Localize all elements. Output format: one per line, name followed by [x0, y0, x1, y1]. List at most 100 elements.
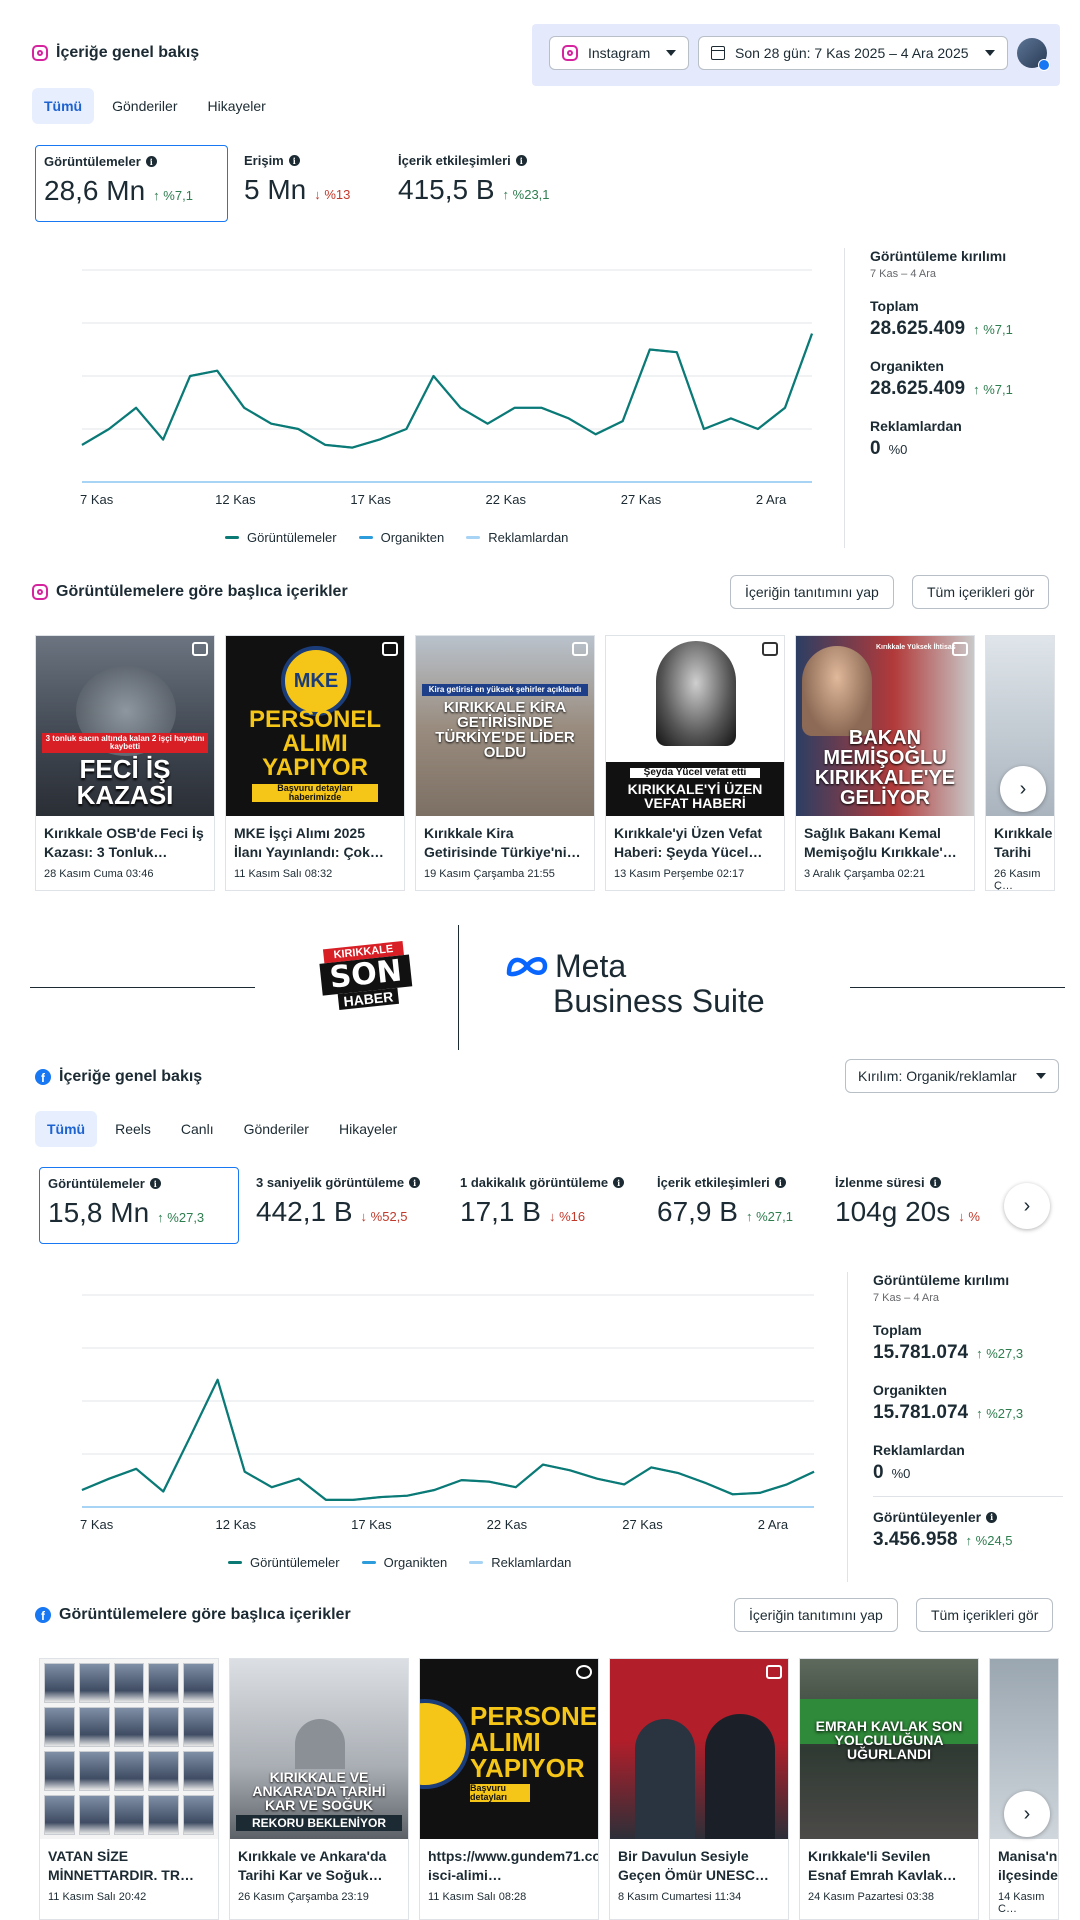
fb-top-content-title: f Görüntülemelere göre başlıca içerikler [35, 1606, 351, 1624]
metric-change: ↑ %27,3 [157, 1210, 205, 1225]
image-icon [572, 642, 588, 656]
content-card[interactable]: VATAN SİZE MİNNETTARDIR. TR… 11 Kasım Sa… [39, 1658, 219, 1920]
portrait-tile [44, 1751, 75, 1791]
tab-reels[interactable]: Reels [115, 1121, 151, 1137]
ig-metric-views[interactable]: Görüntülemeler i 28,6 Mn ↑ %7,1 [35, 145, 228, 222]
tab-all[interactable]: Tümü [35, 1111, 98, 1147]
content-card[interactable]: KIRIKKALE VE ANKARA'DA TARİHİ KAR VE SOĞ… [229, 1658, 409, 1920]
content-card[interactable]: Bir Davulun Sesiyle Geçen Ömür UNESC… 8 … [609, 1658, 789, 1920]
breakdown-change: ↑ %27,3 [976, 1346, 1024, 1361]
carousel-icon [762, 642, 778, 656]
legend-item-organic[interactable]: Organikten [358, 530, 444, 545]
promote-content-button[interactable]: İçeriğin tanıtımını yap [734, 1598, 898, 1632]
x-tick-label: 12 Kas [216, 1517, 257, 1532]
meta-word: Meta [555, 948, 627, 984]
tab-posts[interactable]: Gönderiler [112, 98, 178, 114]
info-icon: i [145, 156, 157, 167]
fb-breakdown-panel: Görüntüleme kırılımı 7 Kas – 4 Ara Topla… [873, 1272, 1063, 1551]
breakdown-dropdown[interactable]: Kırılım: Organik/reklamlar [845, 1059, 1059, 1093]
carousel-next-button[interactable]: › [1000, 766, 1046, 812]
card-date: 28 Kasım Cuma 03:46 [44, 868, 154, 880]
ig-metric-interactions[interactable]: İçerik etkileşimleri i 415,5 B ↑ %23,1 [398, 153, 550, 206]
content-card[interactable]: Şeyda Yücel vefat etti KIRIKKALE'Yİ ÜZEN … [605, 635, 785, 891]
fb-metric-1m-views[interactable]: 1 dakikalık görüntüleme i 17,1 B ↓ %16 [460, 1175, 625, 1228]
ig-section-title: İçeriğe genel bakış [32, 44, 199, 62]
legend-item-views[interactable]: Görüntülemeler [225, 530, 337, 545]
card-date: 11 Kasım Salı 08:28 [428, 1891, 527, 1903]
content-card[interactable]: MKE PERSONEL ALIMI YAPIYOR Başvuru detayl… [225, 635, 405, 891]
tab-live[interactable]: Canlı [180, 1121, 214, 1137]
promote-content-button[interactable]: İçeriğin tanıtımını yap [730, 575, 894, 609]
content-card[interactable]: Kira getirisi en yüksek şehirler açıklan… [415, 635, 595, 891]
x-tick-label: 12 Kas [215, 492, 256, 507]
tab-posts[interactable]: Gönderiler [243, 1121, 309, 1137]
card-title: Manisa'n… ilçesinde… [998, 1848, 1058, 1883]
portrait-tile [148, 1795, 180, 1835]
portrait-tile [183, 1751, 214, 1791]
avatar[interactable] [1017, 38, 1050, 71]
x-tick-label: 17 Kas [350, 492, 391, 507]
metric-label: 3 saniyelik görüntüleme [256, 1175, 405, 1190]
image-icon [952, 642, 968, 656]
tab-stories[interactable]: Hikayeler [338, 1121, 398, 1137]
legend-item-organic[interactable]: Organikten [361, 1555, 447, 1570]
card-thumbnail [40, 1659, 218, 1839]
ig-metric-reach[interactable]: Erişim i 5 Mn ↓ %13 [244, 153, 350, 206]
x-tick-label: 7 Kas [80, 1517, 114, 1532]
fb-metric-views[interactable]: Görüntülemeler i 15,8 Mn ↑ %27,3 [39, 1167, 239, 1244]
metric-value: 67,9 B [657, 1196, 738, 1227]
platform-dropdown[interactable]: Instagram [549, 36, 689, 70]
see-all-content-button[interactable]: Tüm içerikleri gör [916, 1598, 1054, 1632]
legend-item-ads[interactable]: Reklamlardan [469, 1555, 571, 1570]
facebook-icon: f [35, 1607, 51, 1623]
image-icon [382, 642, 398, 656]
card-thumbnail: Şeyda Yücel vefat etti KIRIKKALE'Yİ ÜZEN … [606, 636, 784, 816]
metric-change: ↑ %23,1 [502, 187, 550, 202]
carousel-icon [192, 642, 208, 656]
breakdown-value: 0 [870, 438, 881, 459]
content-card[interactable]: Manisa'n… ilçesinde… 14 Kasım C… [989, 1658, 1059, 1920]
meta-infinity-icon [506, 957, 548, 977]
info-icon: i [515, 155, 527, 166]
card-date: 14 Kasım C… [998, 1891, 1045, 1915]
see-all-content-button[interactable]: Tüm içerikleri gör [912, 575, 1050, 609]
reel-icon [766, 1665, 782, 1679]
content-card[interactable]: 3 tonluk sacın altında kalan 2 işçi haya… [35, 635, 215, 891]
breakdown-heading: Görüntüleme kırılımı [870, 248, 1007, 264]
info-icon: i [774, 1177, 786, 1188]
fb-metric-3s-views[interactable]: 3 saniyelik görüntüleme i 442,1 B ↓ %52,5 [256, 1175, 421, 1228]
card-date: 19 Kasım Çarşamba 21:55 [424, 868, 555, 880]
tab-all[interactable]: Tümü [32, 88, 95, 124]
content-card[interactable]: EMRAH KAVLAK SON YOLCULUĞUNA UĞURLANDI K… [799, 1658, 979, 1920]
mke-logo: MKE [281, 646, 351, 716]
portrait-tile [78, 1663, 110, 1703]
content-card[interactable]: Kırıkkale Yüksek İhtisas BAKAN MEMİŞOĞLU… [795, 635, 975, 891]
breakdown-label: Toplam [873, 1322, 922, 1338]
card-thumbnail: KIRIKKALE VE ANKARA'DA TARİHİ KAR VE SOĞ… [230, 1659, 408, 1839]
breakdown-value: 0 [873, 1462, 884, 1483]
chevron-down-icon [666, 50, 676, 56]
portrait-tile [113, 1707, 145, 1747]
carousel-next-button[interactable]: › [1004, 1791, 1050, 1837]
card-thumbnail: Kırıkkale Yüksek İhtisas BAKAN MEMİŞOĞLU… [796, 636, 974, 816]
content-card[interactable]: Kırıkkale Tarihi Ka… 26 Kasım Ç… [985, 635, 1055, 891]
x-tick-label: 22 Kas [487, 1517, 528, 1532]
breakdown-value: 28.625.409 [870, 318, 966, 339]
business-suite-word: Business Suite [553, 983, 765, 1019]
date-range-dropdown[interactable]: Son 28 gün: 7 Kas 2025 – 4 Ara 2025 [698, 36, 1008, 70]
fb-metric-interactions[interactable]: İçerik etkileşimleri i 67,9 B ↑ %27,1 [657, 1175, 793, 1228]
breakdown-label: Organikten [870, 358, 944, 374]
breakdown-label: Görüntüleyenler [873, 1509, 982, 1525]
legend-item-views[interactable]: Görüntülemeler [228, 1555, 340, 1570]
ig-breakdown-panel: Görüntüleme kırılımı 7 Kas – 4 Ara Topla… [870, 248, 1060, 460]
breakdown-change: ↑ %7,1 [973, 322, 1013, 337]
metrics-next-button[interactable]: › [1004, 1183, 1050, 1229]
portrait-tile [113, 1751, 145, 1791]
card-date: 11 Kasım Salı 08:32 [234, 868, 333, 880]
metric-value: 15,8 Mn [48, 1197, 150, 1228]
legend-item-ads[interactable]: Reklamlardan [466, 530, 568, 545]
fb-metric-watch-time[interactable]: İzlenme süresi i 104g 20s ↓ % [835, 1175, 980, 1228]
tab-stories[interactable]: Hikayeler [207, 98, 266, 114]
